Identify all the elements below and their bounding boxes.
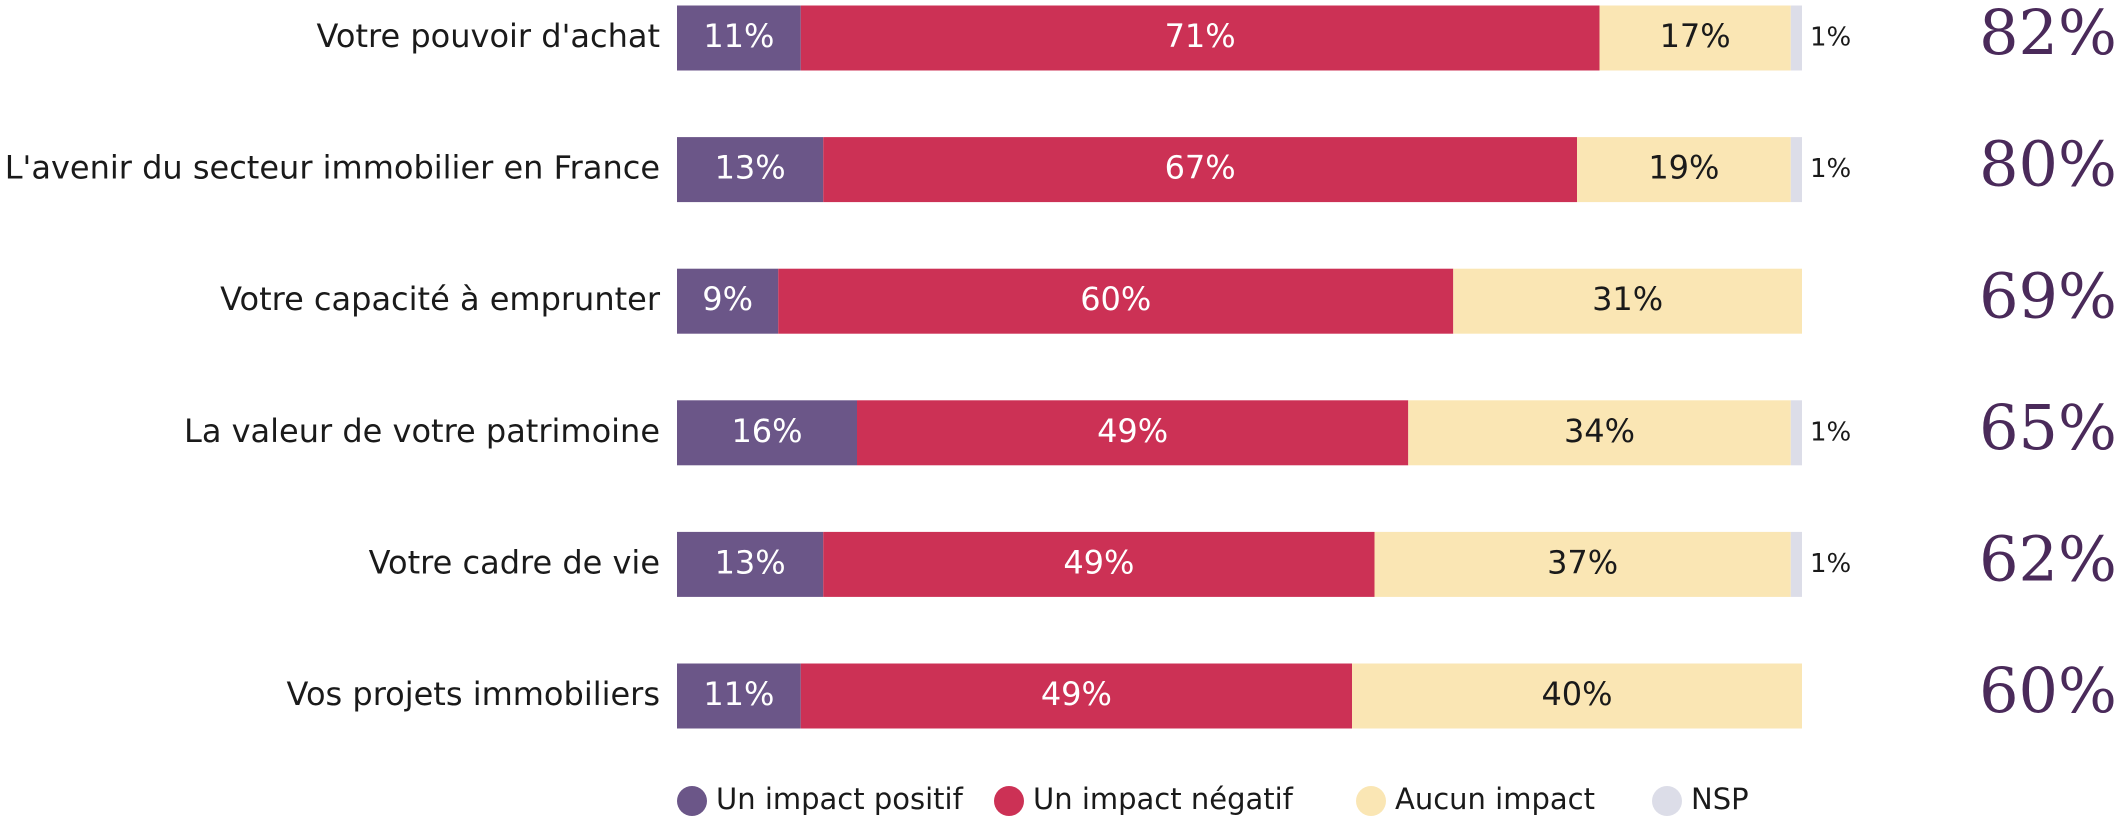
- bar-segment: [677, 400, 857, 466]
- total-label: 69%: [1979, 259, 2117, 332]
- bar-segment: [677, 137, 824, 203]
- bar-segment: [1790, 400, 1802, 466]
- bar-segment: [1790, 137, 1802, 203]
- bar-segment: [1599, 5, 1791, 71]
- value-label: 1%: [1810, 154, 1851, 184]
- value-label: 1%: [1810, 417, 1851, 447]
- value-label: 49%: [1063, 543, 1134, 581]
- value-label: 49%: [1041, 675, 1112, 713]
- category-label: Votre pouvoir d'achat: [317, 17, 661, 55]
- total-label: 80%: [1979, 128, 2117, 201]
- bar-segment: [1790, 531, 1802, 597]
- value-label: 67%: [1165, 149, 1236, 187]
- value-label: 71%: [1165, 17, 1236, 55]
- value-label: 9%: [702, 280, 753, 318]
- value-label: 1%: [1810, 549, 1851, 579]
- legend-marker: [677, 786, 707, 816]
- legend-label: Un impact positif: [716, 782, 964, 816]
- bar-segment: [677, 663, 801, 729]
- legend-label: Aucun impact: [1395, 782, 1595, 816]
- category-label: Votre capacité à emprunter: [220, 280, 661, 318]
- total-label: 60%: [1979, 654, 2117, 727]
- bar-segment: [823, 137, 1577, 203]
- bar-segment: [1352, 663, 1802, 729]
- value-label: 19%: [1648, 149, 1719, 187]
- value-label: 11%: [703, 675, 774, 713]
- category-label: L'avenir du secteur immobilier en France: [5, 149, 660, 187]
- value-label: 16%: [731, 412, 802, 450]
- total-label: 65%: [1979, 391, 2117, 464]
- value-label: 49%: [1097, 412, 1168, 450]
- legend-label: Un impact négatif: [1033, 782, 1294, 816]
- total-label: 62%: [1979, 523, 2117, 596]
- bar-segment: [677, 5, 801, 71]
- value-label: 40%: [1541, 675, 1612, 713]
- value-label: 11%: [703, 17, 774, 55]
- bar-segment: [800, 5, 1600, 71]
- value-label: 37%: [1547, 543, 1618, 581]
- bar-segment: [857, 400, 1409, 466]
- legend-marker: [994, 786, 1024, 816]
- legend-marker: [1356, 786, 1386, 816]
- bar-segment: [1577, 137, 1791, 203]
- value-label: 31%: [1592, 280, 1663, 318]
- bar-segment: [1790, 5, 1802, 71]
- value-label: 1%: [1810, 23, 1851, 53]
- value-label: 13%: [715, 543, 786, 581]
- total-label: 82%: [1979, 0, 2117, 69]
- category-label: Votre cadre de vie: [369, 543, 660, 581]
- bar-segment: [677, 531, 824, 597]
- value-label: 13%: [715, 149, 786, 187]
- bar-segment: [1374, 531, 1791, 597]
- bar-segment: [677, 268, 779, 334]
- value-label: 60%: [1080, 280, 1151, 318]
- category-label: La valeur de votre patrimoine: [184, 412, 660, 450]
- category-label: Vos projets immobiliers: [287, 675, 660, 713]
- legend-label: NSP: [1691, 782, 1749, 816]
- bar-segment: [778, 268, 1454, 334]
- bar-segment: [1453, 268, 1802, 334]
- value-label: 34%: [1564, 412, 1635, 450]
- bar-segment: [1408, 400, 1791, 466]
- legend-marker: [1652, 786, 1682, 816]
- value-label: 17%: [1660, 17, 1731, 55]
- bar-segment: [800, 663, 1352, 729]
- bar-segment: [823, 531, 1375, 597]
